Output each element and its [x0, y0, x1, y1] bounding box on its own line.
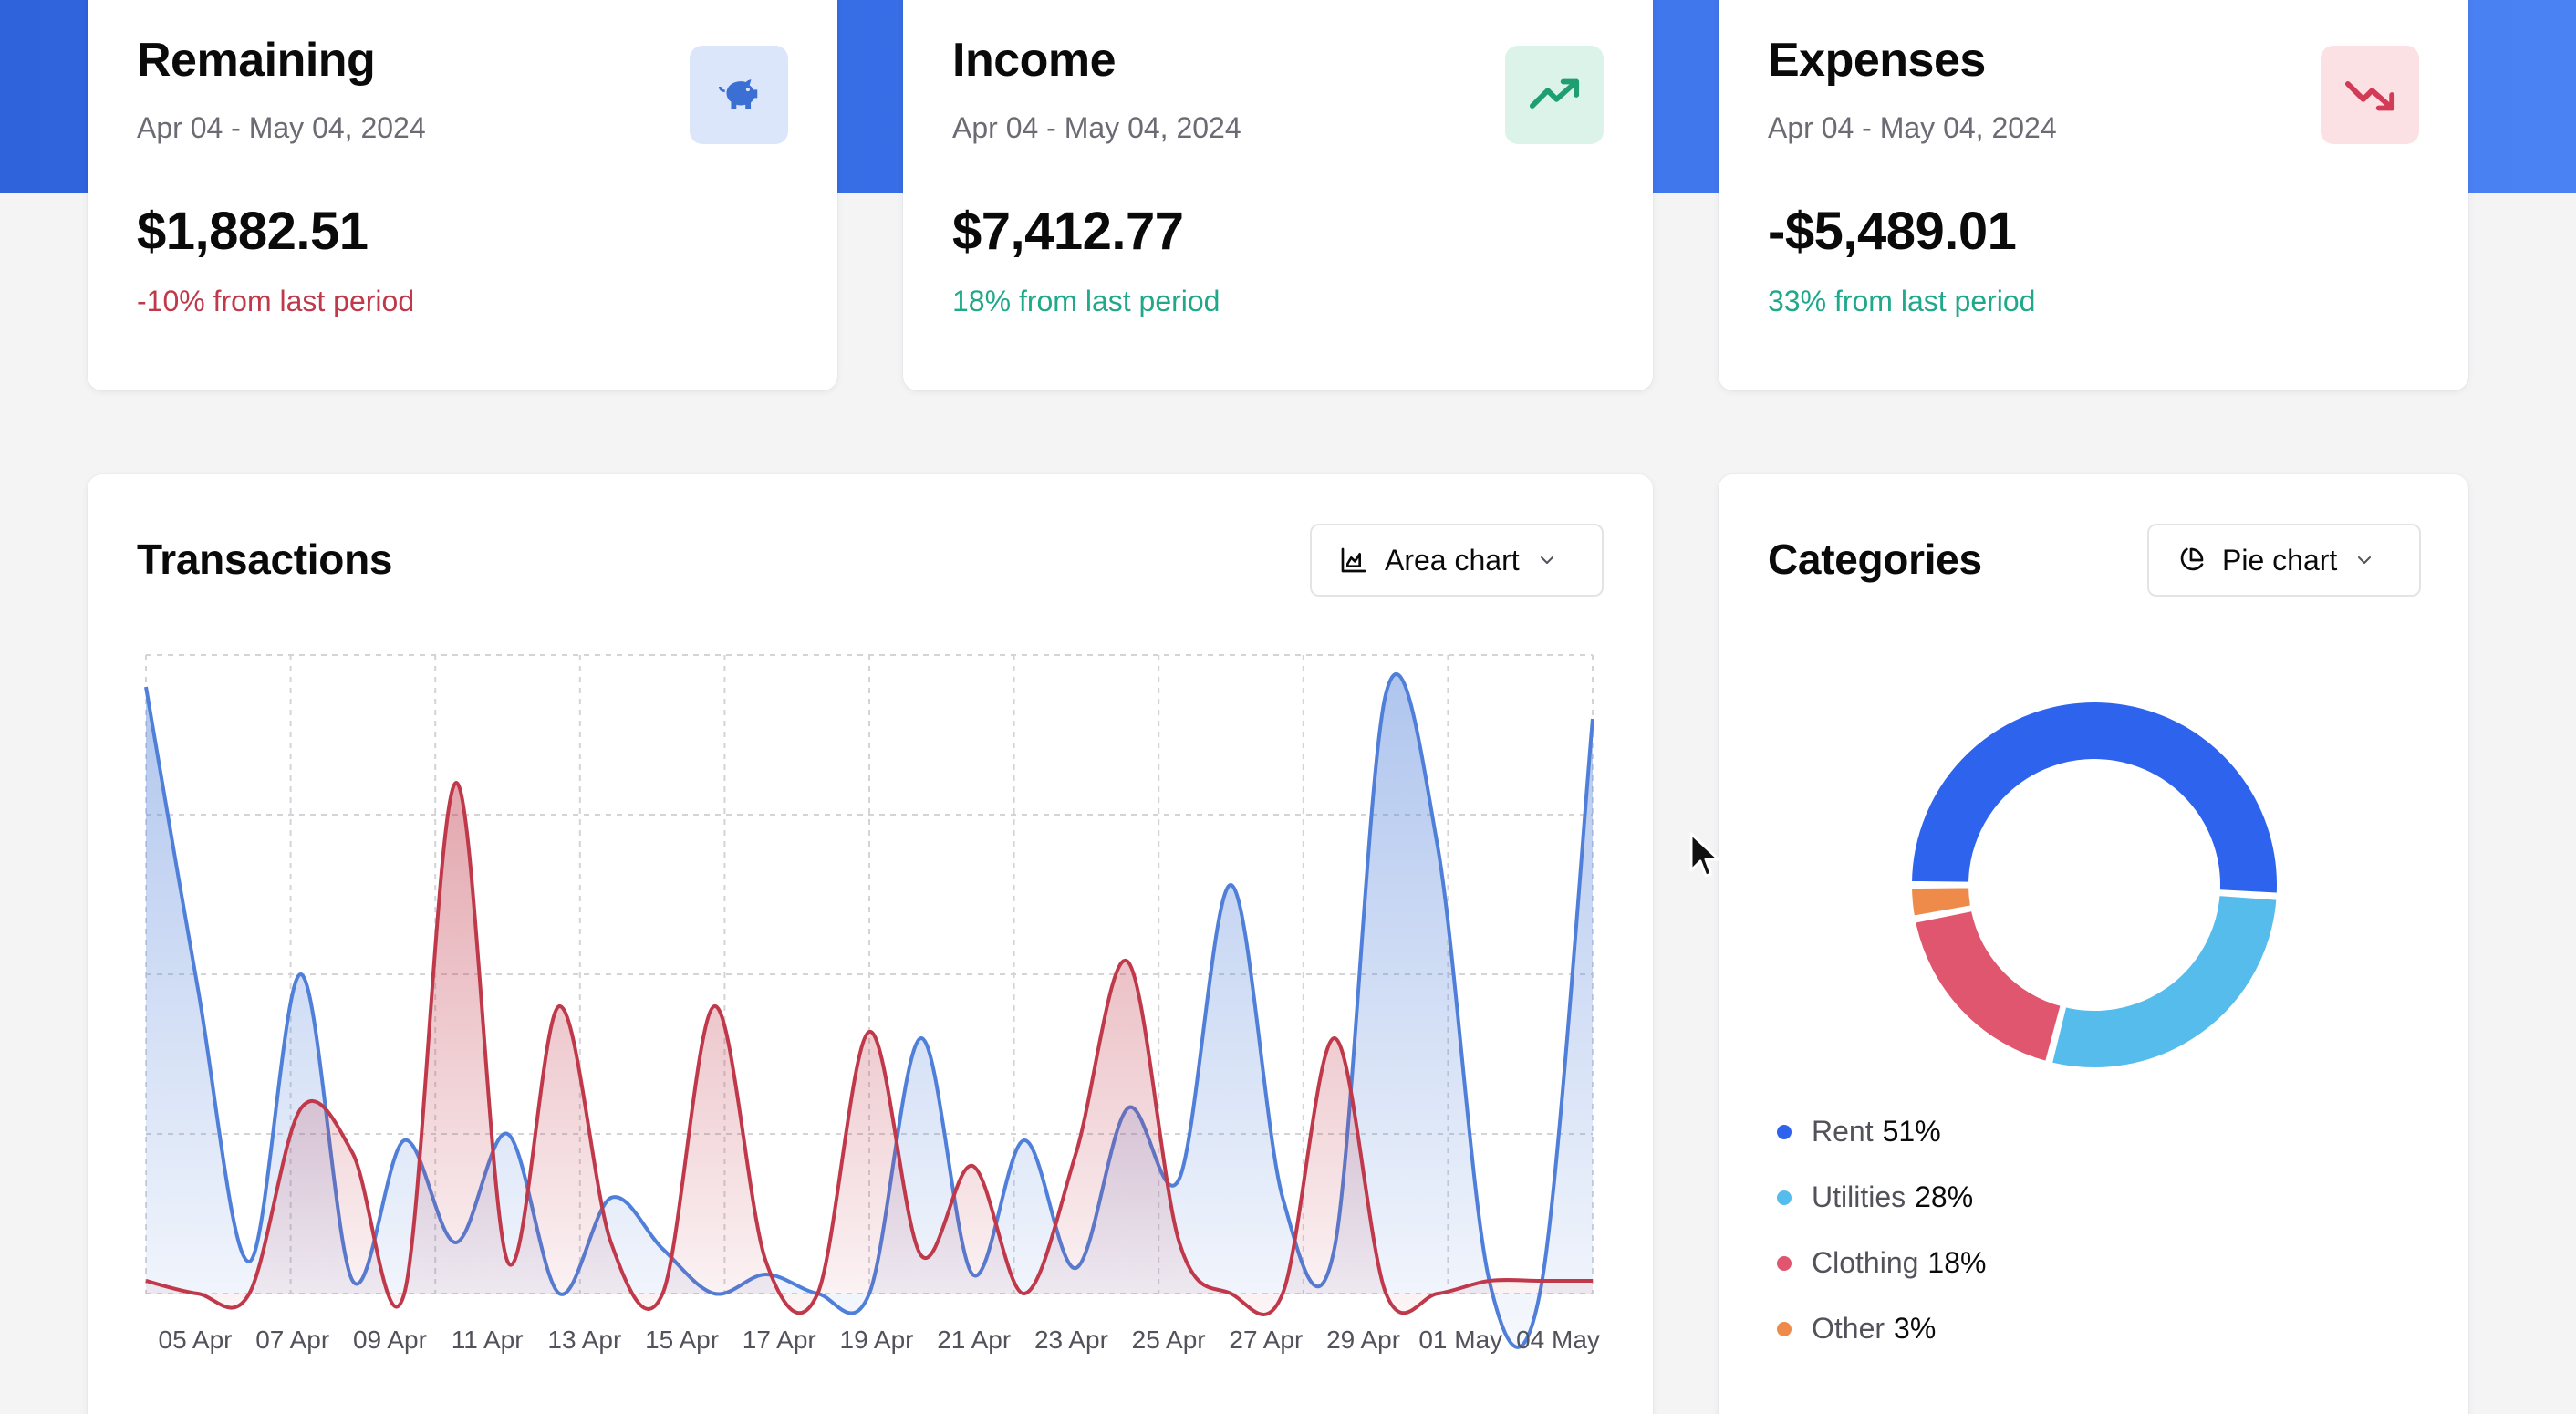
chevron-down-icon	[1540, 556, 1553, 564]
x-tick-label: 05 Apr	[159, 1326, 233, 1354]
x-tick-label: 07 Apr	[255, 1326, 329, 1354]
legend-name: Other	[1812, 1312, 1885, 1345]
chevron-down-icon	[2358, 556, 2372, 564]
card-date-range: Apr 04 - May 04, 2024	[1768, 111, 2057, 144]
x-tick-label: 27 Apr	[1229, 1326, 1303, 1354]
legend-item-utilities: Utilities 28%	[1777, 1180, 1973, 1214]
mouse-cursor-icon	[1689, 832, 1720, 878]
x-tick-label: 13 Apr	[547, 1326, 621, 1354]
dropdown-label: Area chart	[1385, 543, 1520, 577]
series-area-1	[146, 782, 1593, 1315]
legend-dot	[1777, 1190, 1792, 1205]
chart-type-dropdown[interactable]: Pie chart	[2147, 524, 2421, 597]
x-tick-label: 15 Apr	[645, 1326, 719, 1354]
chart-type-dropdown[interactable]: Area chart	[1310, 524, 1604, 597]
card-date-range: Apr 04 - May 04, 2024	[137, 111, 426, 144]
x-tick-label: 11 Apr	[452, 1326, 524, 1354]
x-tick-label: 09 Apr	[353, 1326, 427, 1354]
donut-slice-utilities	[2048, 891, 2280, 1071]
transactions-area-chart: 05 Apr 07 Apr 09 Apr 11 Apr 13 Apr 15 Apr 17 A…	[144, 654, 1600, 1354]
legend-name: Utilities	[1812, 1180, 1906, 1213]
legend-percent: 51%	[1882, 1115, 1941, 1148]
categories-donut-chart	[1907, 698, 2280, 1071]
legend-item-other: Other 3%	[1777, 1312, 1936, 1346]
legend-percent: 18%	[1927, 1246, 1987, 1279]
legend-item-clothing: Clothing 18%	[1777, 1246, 1986, 1280]
x-tick-label: 01 May	[1418, 1326, 1502, 1354]
x-tick-label: 21 Apr	[937, 1326, 1011, 1354]
panel-title: Transactions	[137, 535, 393, 583]
card-amount: -$5,489.01	[1768, 202, 2017, 261]
legend-dot	[1777, 1124, 1792, 1139]
x-tick-label: 29 Apr	[1326, 1326, 1400, 1354]
card-change: 33% from last period	[1768, 285, 2036, 317]
trending-down-icon	[2321, 46, 2419, 144]
card-title: Remaining	[137, 34, 376, 87]
card-change: 18% from last period	[952, 285, 1220, 317]
card-amount: $7,412.77	[952, 202, 1184, 261]
legend-name: Rent	[1812, 1115, 1874, 1148]
x-tick-label: 17 Apr	[743, 1326, 816, 1354]
x-tick-label: 23 Apr	[1034, 1326, 1108, 1354]
card-date-range: Apr 04 - May 04, 2024	[952, 111, 1241, 144]
donut-slice-clothing	[1911, 907, 2065, 1066]
legend-percent: 3%	[1894, 1312, 1937, 1345]
dropdown-label: Pie chart	[2222, 543, 2338, 577]
donut-slice-other	[1907, 884, 1975, 920]
transactions-panel: Transactions Area chart 05 Apr 07 Apr 09 A…	[88, 474, 1653, 1414]
legend-dot	[1777, 1321, 1792, 1336]
income-card: Income Apr 04 - May 04, 2024 $7,412.77 1…	[903, 0, 1653, 390]
panel-title: Categories	[1768, 535, 1982, 583]
card-title: Income	[952, 34, 1117, 87]
legend-item-rent: Rent 51%	[1777, 1115, 1941, 1149]
series-line-1	[145, 780, 1593, 1316]
legend-percent: 28%	[1915, 1180, 1974, 1213]
trending-up-icon	[1505, 46, 1604, 144]
x-tick-label: 19 Apr	[840, 1326, 914, 1354]
x-tick-label: 25 Apr	[1132, 1326, 1206, 1354]
series-area-0	[146, 673, 1593, 1347]
legend-name: Clothing	[1812, 1246, 1919, 1279]
donut-slice-rent	[1907, 698, 2280, 897]
card-change: -10% from last period	[137, 285, 415, 317]
card-title: Expenses	[1768, 34, 1986, 87]
pie-chart-icon	[2180, 547, 2204, 571]
remaining-card: Remaining Apr 04 - May 04, 2024 $1,882.5…	[88, 0, 837, 390]
categories-panel: Categories Pie chart Rent 51% Utilities …	[1719, 474, 2468, 1414]
expenses-card: Expenses Apr 04 - May 04, 2024 -$5,489.0…	[1719, 0, 2468, 390]
card-amount: $1,882.51	[137, 202, 369, 261]
piggy-bank-icon	[690, 46, 788, 144]
area-chart-icon	[1341, 547, 1366, 573]
legend-dot	[1777, 1255, 1792, 1271]
x-tick-label: 04 May	[1516, 1326, 1600, 1354]
